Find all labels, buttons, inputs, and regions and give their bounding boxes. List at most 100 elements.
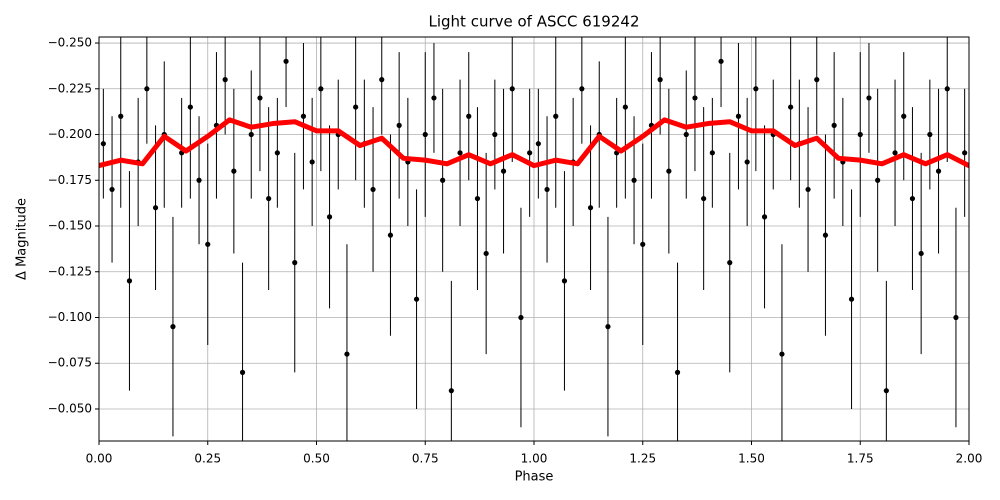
data-point — [822, 232, 829, 238]
data-point — [527, 150, 533, 156]
data-point — [962, 150, 968, 156]
data-point — [544, 186, 550, 193]
data-point — [196, 177, 202, 183]
data-point — [553, 113, 559, 119]
x-tick-label: 2.00 — [956, 452, 983, 466]
chart-title: Light curve of ASCC 619242 — [429, 13, 640, 31]
data-point — [413, 296, 420, 302]
data-point — [857, 131, 863, 138]
data-point — [500, 168, 507, 174]
data-point — [918, 250, 924, 257]
data-point — [709, 150, 715, 156]
x-tick-label: 1.75 — [847, 452, 874, 466]
data-point — [152, 205, 159, 211]
data-point — [718, 58, 724, 64]
data-point — [744, 159, 750, 165]
x-tick-label: 1.25 — [629, 452, 656, 466]
data-point — [866, 95, 872, 101]
data-point — [805, 186, 811, 193]
data-point — [448, 388, 454, 394]
mean-curve — [99, 117, 969, 169]
data-point — [605, 324, 611, 330]
x-tick-label: 1.50 — [738, 452, 765, 466]
y-tick-label: −0.200 — [48, 127, 92, 141]
data-point — [892, 150, 898, 156]
data-point — [100, 141, 106, 147]
data-point — [109, 186, 115, 193]
data-point — [518, 314, 524, 321]
data-point — [283, 58, 289, 64]
data-point — [422, 131, 428, 138]
data-point — [257, 95, 263, 101]
data-point — [457, 150, 463, 156]
x-tick-label: 0.50 — [303, 452, 330, 466]
data-point — [239, 369, 246, 375]
data-point — [927, 131, 933, 138]
data-point — [735, 113, 742, 119]
data-point — [231, 168, 237, 174]
data-point — [466, 113, 472, 119]
y-tick-label: −0.050 — [48, 401, 92, 415]
data-point — [344, 351, 350, 357]
y-tick-label: −0.075 — [48, 356, 92, 370]
data-point — [396, 122, 402, 128]
data-point — [379, 77, 385, 83]
data-point — [266, 195, 272, 202]
plot-area — [99, 37, 969, 441]
data-point — [848, 296, 855, 302]
data-point — [353, 104, 359, 110]
y-tick-label: −0.225 — [48, 81, 92, 95]
data-point — [370, 186, 376, 193]
plot-frame — [98, 36, 970, 442]
y-tick-label: −0.175 — [48, 173, 92, 187]
y-tick-label: −0.150 — [48, 219, 92, 233]
data-point — [126, 278, 133, 284]
data-point — [944, 86, 950, 92]
data-point — [901, 113, 907, 119]
y-tick-label: −0.250 — [48, 36, 92, 50]
data-point — [788, 104, 794, 110]
y-tick-label: −0.125 — [48, 264, 92, 278]
data-point — [953, 314, 959, 321]
x-tick-label: 0.75 — [412, 452, 439, 466]
data-point — [727, 260, 733, 266]
data-point — [309, 159, 315, 165]
data-point — [935, 168, 942, 174]
data-point — [474, 195, 481, 202]
data-point — [118, 113, 124, 119]
data-point — [814, 77, 820, 83]
data-point — [875, 177, 881, 183]
data-point — [187, 104, 193, 110]
data-point — [640, 241, 646, 247]
data-point — [561, 278, 568, 284]
data-point — [274, 150, 280, 156]
data-point — [622, 104, 628, 110]
data-point — [779, 351, 785, 357]
data-point — [492, 131, 498, 138]
data-point — [292, 260, 298, 266]
y-axis-label: Δ Magnitude — [15, 198, 30, 280]
data-point — [144, 86, 150, 92]
data-point — [205, 241, 211, 247]
data-point — [431, 95, 437, 101]
data-point — [666, 168, 672, 174]
x-tick-label: 0.25 — [194, 452, 221, 466]
data-point — [440, 177, 446, 183]
x-tick-label: 1.00 — [521, 452, 548, 466]
y-tick-label: −0.100 — [48, 310, 92, 324]
data-point — [509, 86, 515, 92]
data-point — [387, 232, 394, 238]
data-point — [318, 86, 324, 92]
data-point — [300, 113, 307, 119]
data-point — [909, 195, 916, 202]
data-point — [883, 388, 889, 394]
data-point — [657, 77, 663, 83]
data-point — [701, 195, 707, 202]
x-axis-label: Phase — [515, 470, 554, 485]
data-point — [753, 86, 759, 92]
x-tick-label: 0.00 — [86, 452, 113, 466]
data-point — [483, 250, 489, 257]
data-point — [683, 131, 689, 138]
data-point — [761, 214, 768, 220]
